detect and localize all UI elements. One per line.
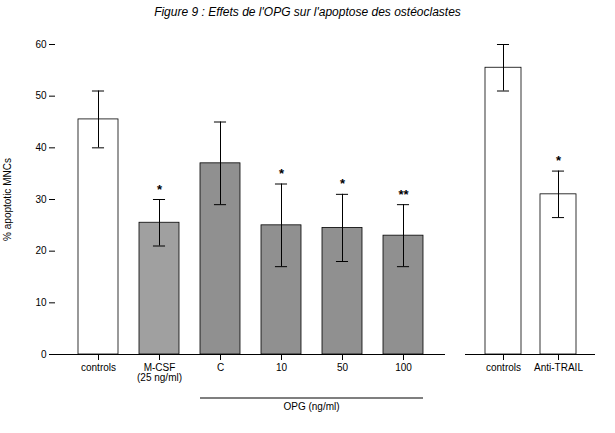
svg-text:*: * bbox=[340, 176, 346, 191]
svg-text:50: 50 bbox=[337, 362, 349, 373]
svg-text:10: 10 bbox=[35, 297, 47, 308]
svg-text:*: * bbox=[157, 182, 163, 197]
svg-text:Anti-TRAIL: Anti-TRAIL bbox=[534, 362, 583, 373]
svg-text:M-CSF(25 ng/ml): M-CSF(25 ng/ml) bbox=[137, 362, 182, 383]
svg-text:*: * bbox=[556, 153, 562, 168]
svg-text:30: 30 bbox=[35, 194, 47, 205]
html-text:Figure 9 : Effets de l'OPG sur: Figure 9 : Effets de l'OPG sur l'apoptos… bbox=[154, 5, 461, 19]
svg-text:20: 20 bbox=[35, 245, 47, 256]
svg-text:**: ** bbox=[398, 187, 409, 202]
svg-text:40: 40 bbox=[35, 142, 47, 153]
svg-text:% apoptotic MNCs: % apoptotic MNCs bbox=[2, 158, 13, 241]
svg-text:controls: controls bbox=[486, 362, 521, 373]
svg-text:*: * bbox=[279, 166, 285, 181]
svg-text:50: 50 bbox=[35, 90, 47, 101]
svg-text:0: 0 bbox=[41, 349, 47, 360]
svg-text:controls: controls bbox=[81, 362, 116, 373]
svg-text:10: 10 bbox=[276, 362, 288, 373]
svg-text:60: 60 bbox=[35, 39, 47, 50]
svg-text:100: 100 bbox=[395, 362, 412, 373]
svg-text:C: C bbox=[217, 362, 224, 373]
svg-text:OPG (ng/ml): OPG (ng/ml) bbox=[283, 401, 339, 412]
